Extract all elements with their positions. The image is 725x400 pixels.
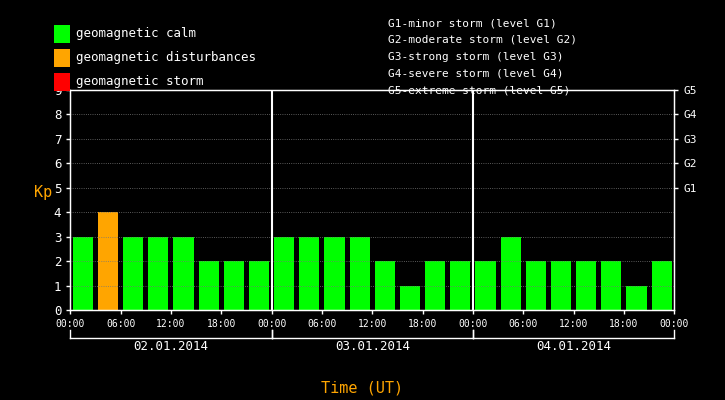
Y-axis label: Kp: Kp	[33, 185, 51, 200]
Text: G3-strong storm (level G3): G3-strong storm (level G3)	[388, 52, 563, 62]
Bar	[526, 261, 546, 310]
Bar	[123, 237, 144, 310]
Text: G1-minor storm (level G1): G1-minor storm (level G1)	[388, 18, 557, 28]
Bar	[299, 237, 320, 310]
Text: geomagnetic calm: geomagnetic calm	[76, 28, 196, 40]
Text: Time (UT): Time (UT)	[321, 380, 404, 396]
Bar	[476, 261, 496, 310]
Text: G4-severe storm (level G4): G4-severe storm (level G4)	[388, 68, 563, 78]
Bar	[375, 261, 395, 310]
Bar	[325, 237, 344, 310]
Text: 02.01.2014: 02.01.2014	[133, 340, 209, 352]
Bar	[72, 237, 93, 310]
Bar	[551, 261, 571, 310]
Bar	[224, 261, 244, 310]
Bar	[199, 261, 219, 310]
Text: geomagnetic disturbances: geomagnetic disturbances	[76, 52, 256, 64]
Bar	[652, 261, 672, 310]
Text: 04.01.2014: 04.01.2014	[536, 340, 611, 352]
Text: 03.01.2014: 03.01.2014	[335, 340, 410, 352]
Bar	[626, 286, 647, 310]
Bar	[98, 212, 118, 310]
Text: G2-moderate storm (level G2): G2-moderate storm (level G2)	[388, 35, 577, 45]
Bar	[149, 237, 168, 310]
Text: G5-extreme storm (level G5): G5-extreme storm (level G5)	[388, 85, 570, 95]
Bar	[400, 286, 420, 310]
Text: geomagnetic storm: geomagnetic storm	[76, 76, 204, 88]
Bar	[425, 261, 445, 310]
Bar	[601, 261, 621, 310]
Bar	[349, 237, 370, 310]
Bar	[450, 261, 471, 310]
Bar	[274, 237, 294, 310]
Bar	[249, 261, 269, 310]
Bar	[576, 261, 596, 310]
Bar	[501, 237, 521, 310]
Bar	[173, 237, 194, 310]
